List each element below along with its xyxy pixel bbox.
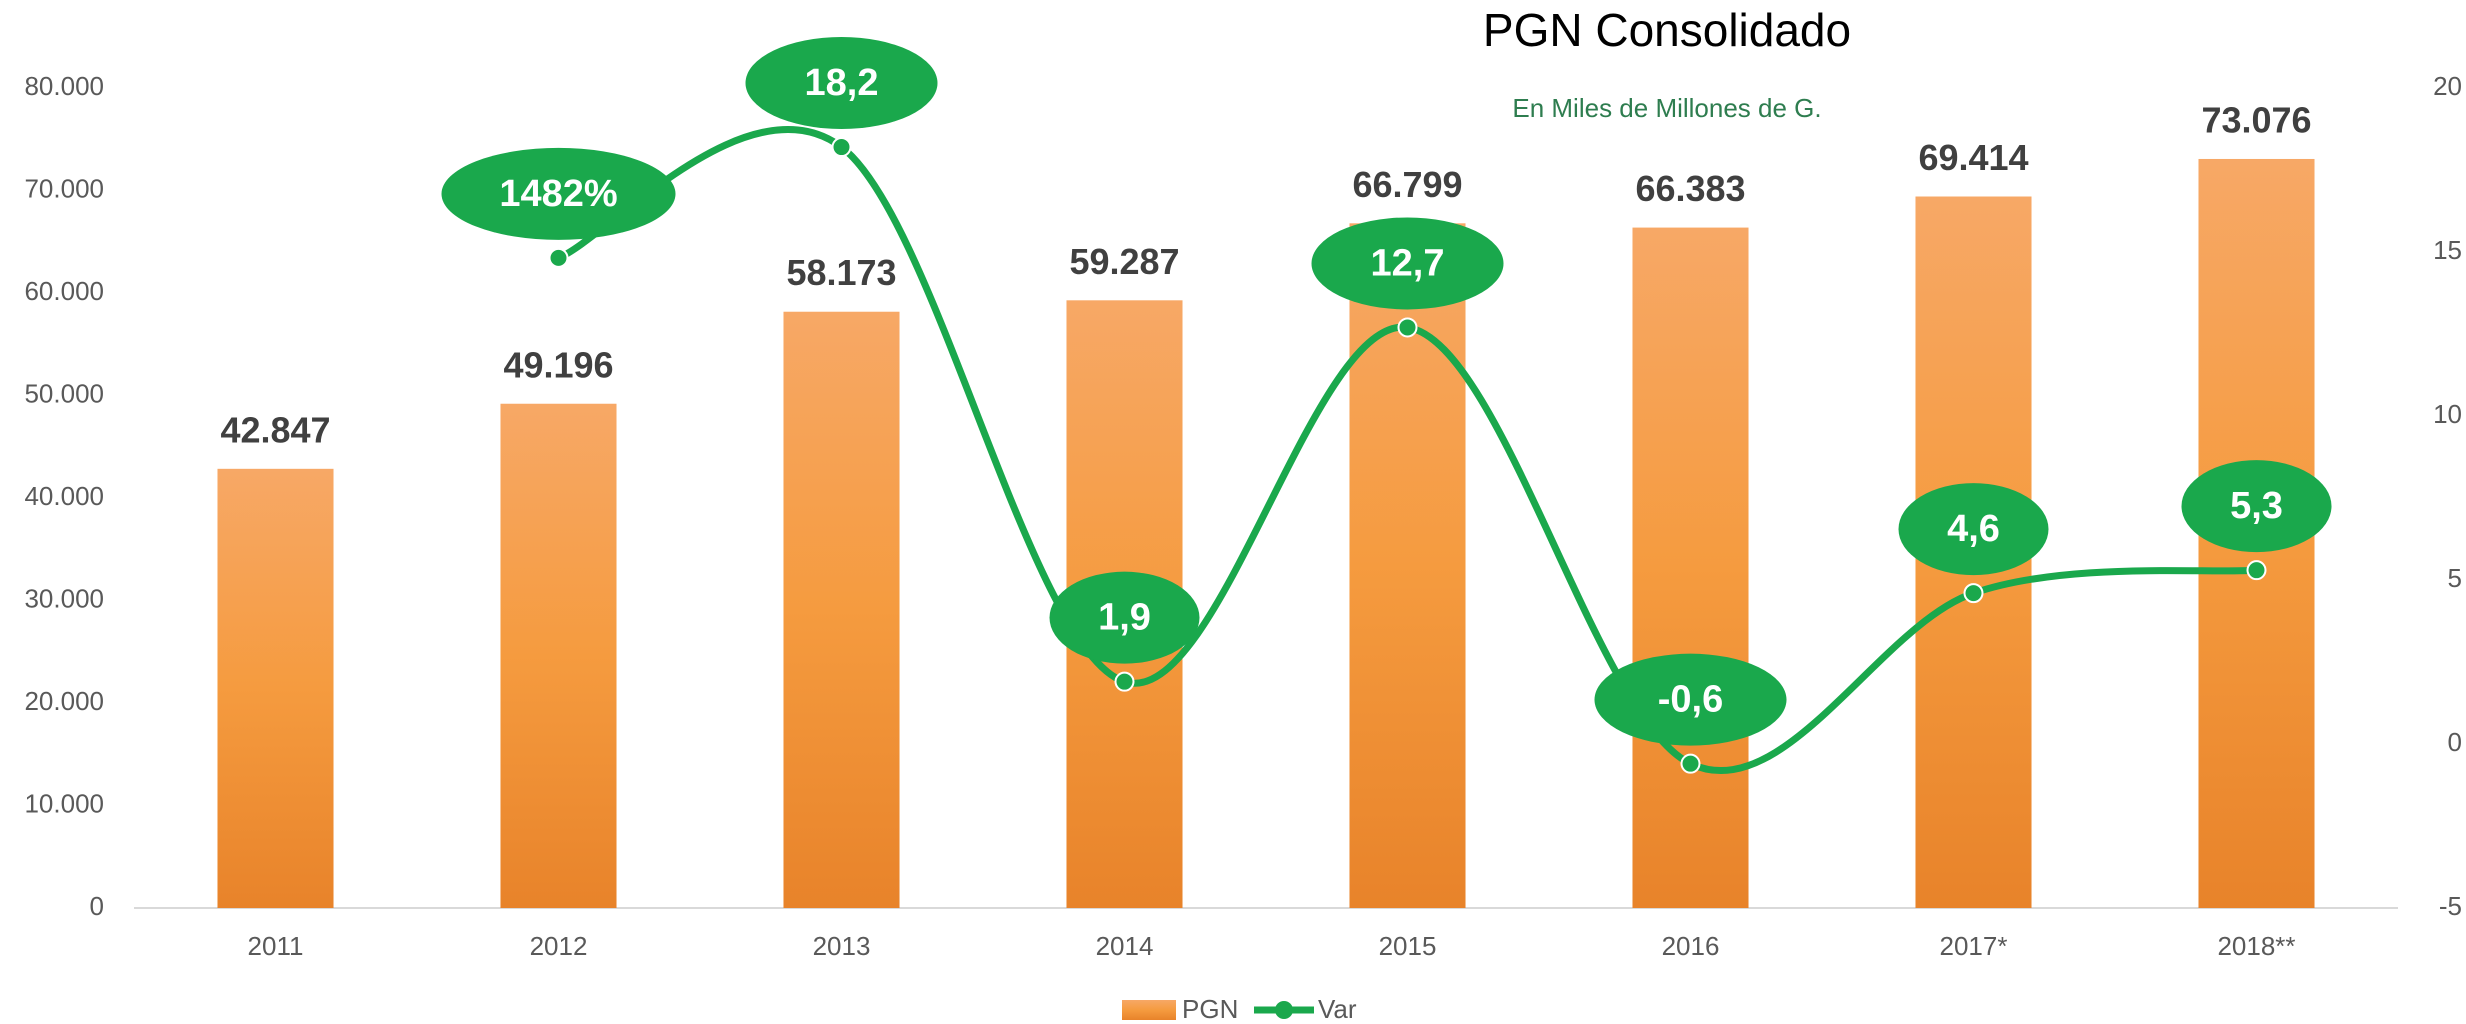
- line-marker: [2246, 560, 2267, 581]
- y-tick-label: 80.000: [24, 71, 104, 101]
- bar-value-label: 49.196: [503, 344, 613, 385]
- y2-tick-label: 10: [2433, 399, 2462, 429]
- line-value-label: 1,9: [1098, 597, 1151, 639]
- bar: [1632, 227, 1749, 909]
- bar-value-label: 73.076: [2201, 99, 2311, 140]
- line-marker: [1963, 583, 1984, 604]
- x-tick-label: 2016: [1662, 931, 1720, 961]
- y2-tick-label: -5: [2439, 891, 2462, 921]
- data-label-bubble: [1594, 653, 1787, 746]
- data-label-bubble: [1898, 483, 2049, 576]
- line-marker: [548, 247, 569, 268]
- line-value-label: -0,6: [1658, 679, 1723, 721]
- legend-label: PGN: [1182, 994, 1238, 1024]
- legend-swatch: [1122, 1000, 1176, 1020]
- line-value-label: 5,3: [2230, 485, 2283, 527]
- line-value-label: 1482%: [499, 173, 617, 215]
- chart-title: PGN Consolidado: [1483, 4, 1851, 56]
- legend-label: Var: [1318, 994, 1357, 1024]
- x-tick-label: 2013: [813, 931, 871, 961]
- line-marker: [1114, 671, 1135, 692]
- y-tick-label: 70.000: [24, 173, 104, 203]
- bar-value-label: 66.383: [1635, 168, 1745, 209]
- x-tick-label: 2012: [530, 931, 588, 961]
- bar-value-label: 66.799: [1352, 164, 1462, 205]
- y2-tick-label: 5: [2448, 563, 2462, 593]
- x-tick-label: 2014: [1096, 931, 1154, 961]
- line-value-label: 18,2: [805, 62, 879, 104]
- y2-tick-label: 20: [2433, 71, 2462, 101]
- data-label-bubble: [2181, 460, 2332, 553]
- data-label-bubble: [441, 147, 676, 240]
- bar-value-label: 58.173: [786, 252, 896, 293]
- chart-subtitle: En Miles de Millones de G.: [1512, 93, 1821, 123]
- y2-tick-label: 0: [2448, 727, 2462, 757]
- y2-tick-label: 15: [2433, 235, 2462, 265]
- line-value-label: 12,7: [1371, 242, 1445, 284]
- line-marker: [1680, 753, 1701, 774]
- bar: [783, 311, 900, 908]
- y-tick-label: 20.000: [24, 686, 104, 716]
- x-tick-label: 2015: [1379, 931, 1437, 961]
- bar-value-label: 59.287: [1069, 241, 1179, 282]
- line-marker: [1397, 317, 1418, 338]
- y-tick-label: 50.000: [24, 378, 104, 408]
- bar: [217, 468, 334, 908]
- bar-value-label: 69.414: [1918, 137, 2028, 178]
- y-tick-label: 0: [90, 891, 104, 921]
- x-tick-label: 2011: [248, 931, 304, 961]
- bar-value-label: 42.847: [220, 409, 330, 450]
- y-tick-label: 60.000: [24, 276, 104, 306]
- y-tick-label: 40.000: [24, 481, 104, 511]
- x-tick-label: 2018**: [2217, 931, 2295, 961]
- data-label-bubble: [1311, 217, 1504, 310]
- y-tick-label: 10.000: [24, 788, 104, 818]
- y-tick-label: 30.000: [24, 583, 104, 613]
- legend-swatch: [1275, 1001, 1293, 1019]
- bar: [500, 403, 617, 908]
- line-marker: [831, 137, 852, 158]
- line-value-label: 4,6: [1947, 508, 2000, 550]
- data-label-bubble: [1049, 571, 1200, 664]
- line: [557, 126, 2257, 774]
- data-label-bubble: [745, 37, 938, 130]
- x-tick-label: 2017*: [1940, 931, 2008, 961]
